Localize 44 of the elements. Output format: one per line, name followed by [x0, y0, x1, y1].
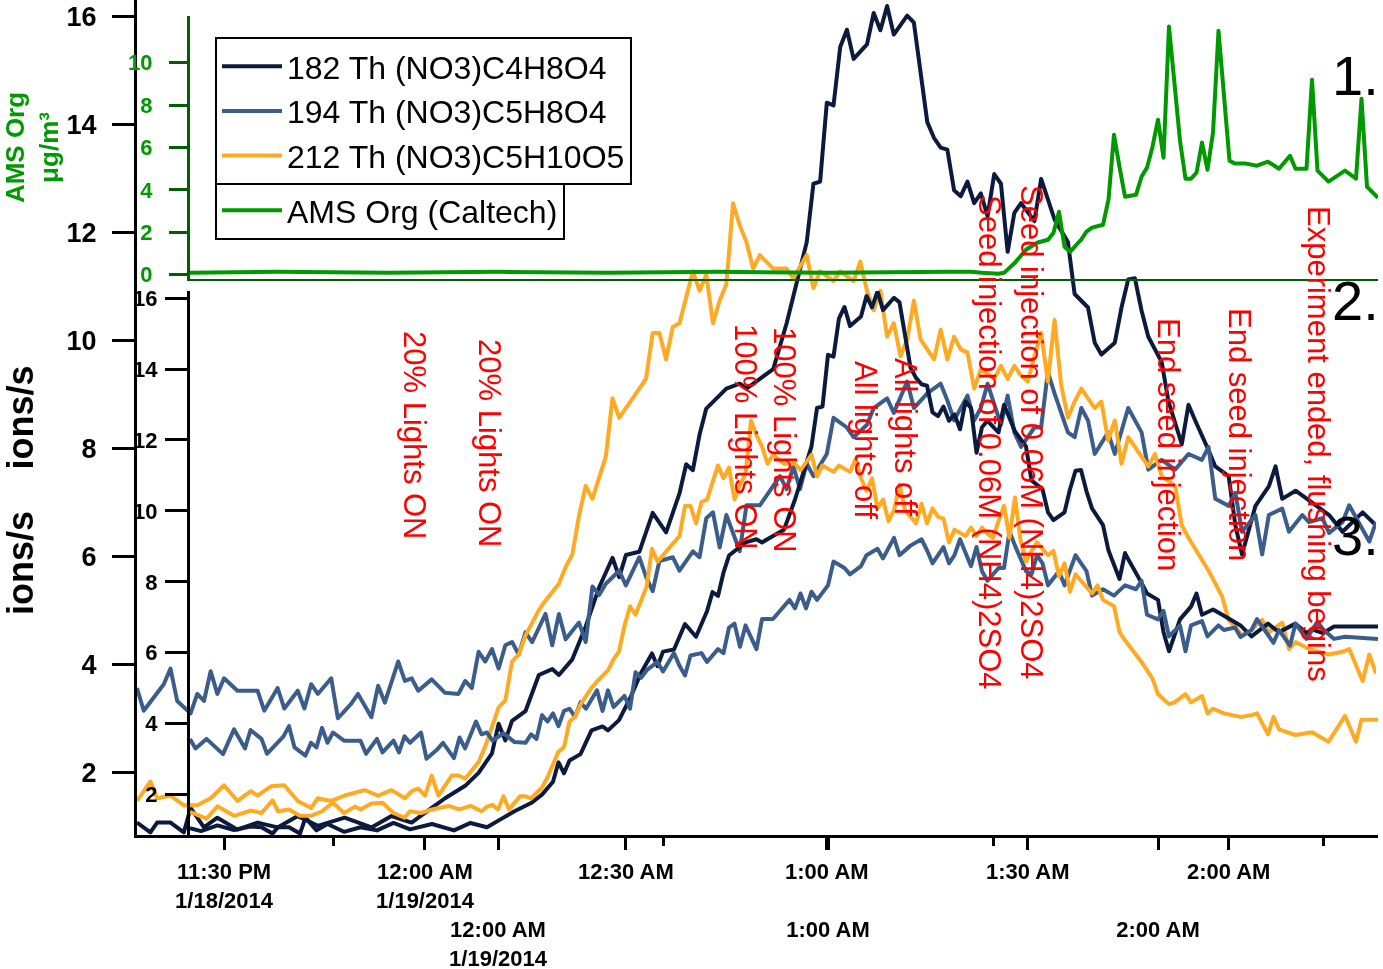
y-tick-label: 6 [145, 640, 158, 666]
x-tick-label: 1:00 AM [785, 859, 869, 885]
x-tick-label: 12:00 AM 1/19/2014 [376, 859, 475, 913]
y-tick-label: 10 [66, 325, 97, 356]
x-tick-label: 2:00 AM [1186, 859, 1271, 885]
y-tick-label: 8 [140, 92, 153, 118]
y-axis-title: ions/s [0, 365, 41, 470]
annotation: Seed injection of 0.06M (NH4)2SO4 [972, 195, 1007, 690]
annotation: 100% Lights ON [767, 327, 802, 553]
y-tick-label: 4 [140, 177, 154, 203]
annotation: 20% Lights ON [472, 339, 507, 548]
annotation: Seed injection of 0.06M (NH4)2SO4 [1014, 185, 1049, 680]
x-tick-label: 11:30 PM 1/18/2014 [175, 859, 274, 913]
y-tick-label: 14 [66, 109, 97, 140]
y-tick-label: 8 [81, 434, 97, 465]
legend-label: 182 Th (NO3)C4H8O4 [287, 49, 607, 86]
y-tick-label: 0 [140, 262, 153, 288]
legend-label: 194 Th (NO3)C5H8O4 [287, 94, 607, 131]
y-tick-label: 2 [140, 220, 153, 246]
annotation: 20% Lights ON [397, 331, 432, 540]
y-axis-title: ions/s [0, 510, 41, 616]
y-tick-label: 16 [66, 1, 97, 32]
x-tick-label: 12:30 AM [578, 859, 674, 885]
annotation: End seed injection [1222, 308, 1257, 562]
annotation: 1. [1332, 44, 1379, 107]
annotation: 2. [1332, 269, 1379, 332]
annotation: End seed injection [1151, 318, 1186, 572]
legend-label: AMS Org (Caltech) [287, 193, 558, 230]
annotation: All lights off [848, 361, 883, 520]
legend-label: 212 Th (NO3)C5H10O5 [287, 138, 625, 175]
x-tick-label: 1:30 AM [985, 859, 1070, 885]
y-tick-label: 6 [81, 542, 97, 573]
y-tick-label: 12 [66, 217, 97, 248]
annotation: All lights off [888, 358, 923, 517]
x-tick-label: 2:00 AM [1116, 917, 1200, 943]
y-axis-title: AMS Org μg/m³ [0, 91, 64, 204]
y-tick-label: 2 [81, 758, 97, 789]
y-tick-label: 8 [145, 569, 158, 595]
x-tick-label: 1:00 AM [786, 917, 870, 943]
y-tick-label: 4 [145, 711, 159, 737]
y-tick-label: 6 [140, 135, 153, 161]
x-tick-label: 12:00 AM 1/19/2014 [449, 917, 548, 969]
annotation: 100% Lights ON [728, 324, 763, 550]
y-tick-label: 4 [81, 650, 97, 681]
